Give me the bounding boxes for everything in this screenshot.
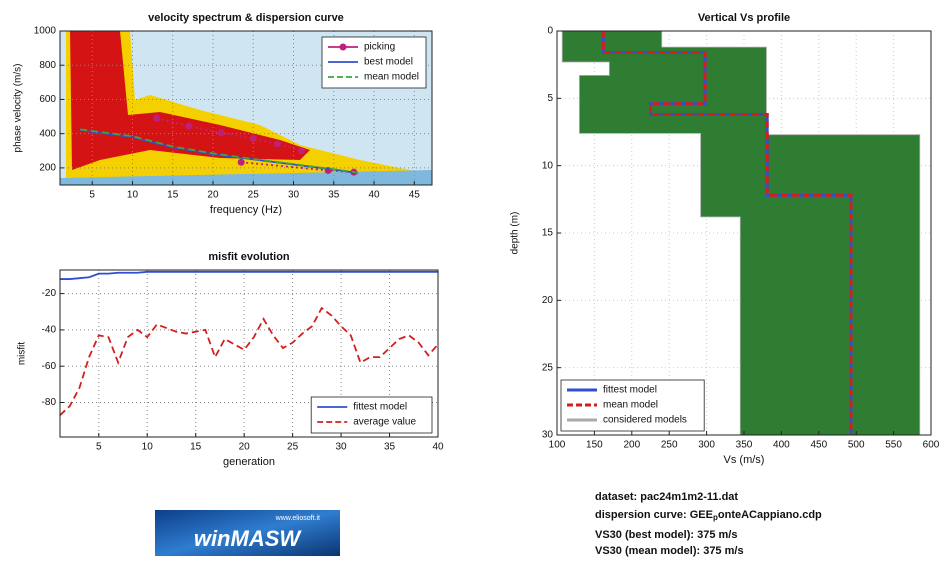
picking-point bbox=[185, 122, 193, 130]
x-tick-label: 550 bbox=[885, 440, 902, 451]
y-axis-label: depth (m) bbox=[510, 212, 521, 255]
picking-point bbox=[249, 135, 257, 143]
x-tick-label: 20 bbox=[207, 190, 219, 201]
y-tick-label: 1000 bbox=[34, 26, 57, 37]
legend-label: picking bbox=[364, 42, 395, 53]
series-line bbox=[59, 306, 439, 416]
x-tick-label: 15 bbox=[190, 442, 202, 453]
legend-label: mean model bbox=[364, 72, 419, 83]
y-tick-label: 0 bbox=[547, 26, 553, 37]
x-tick-label: 100 bbox=[549, 440, 566, 451]
y-tick-label: 10 bbox=[542, 160, 554, 171]
y-tick-label: 800 bbox=[39, 60, 56, 71]
x-tick-label: 30 bbox=[336, 442, 348, 453]
y-tick-label: 30 bbox=[542, 430, 554, 441]
x-tick-label: 35 bbox=[384, 442, 396, 453]
picking-point bbox=[298, 147, 306, 155]
y-tick-label: -20 bbox=[42, 288, 57, 299]
legend-label: fittest model bbox=[353, 402, 407, 413]
x-tick-label: 35 bbox=[328, 190, 340, 201]
picking-point bbox=[217, 129, 225, 137]
curve-prefix: dispersion curve: GEE bbox=[595, 509, 713, 521]
chart-title: Vertical Vs profile bbox=[698, 12, 790, 24]
x-tick-label: 200 bbox=[623, 440, 640, 451]
y-tick-label: 600 bbox=[39, 94, 56, 105]
x-tick-label: 10 bbox=[142, 442, 154, 453]
curve-info: dispersion curve: GEEponteACappiano.cdp bbox=[595, 509, 822, 522]
x-tick-label: 600 bbox=[923, 440, 940, 451]
x-axis-label: frequency (Hz) bbox=[210, 204, 282, 216]
vs30-best: VS30 (best model): 375 m/s bbox=[595, 529, 737, 541]
logo-name: winMASW bbox=[194, 526, 303, 551]
y-axis-label: misfit bbox=[17, 342, 28, 366]
x-tick-label: 25 bbox=[248, 190, 260, 201]
x-tick-label: 400 bbox=[773, 440, 790, 451]
x-tick-label: 40 bbox=[368, 190, 380, 201]
x-tick-label: 150 bbox=[586, 440, 603, 451]
legend-label: considered models bbox=[603, 415, 687, 426]
x-tick-label: 450 bbox=[810, 440, 827, 451]
logo-url: www.eliosoft.it bbox=[275, 515, 320, 522]
x-tick-label: 15 bbox=[167, 190, 179, 201]
y-tick-label: -80 bbox=[42, 397, 57, 408]
y-tick-label: 200 bbox=[39, 163, 56, 174]
considered-models bbox=[561, 30, 921, 436]
legend-box bbox=[310, 396, 433, 434]
x-tick-label: 10 bbox=[127, 190, 139, 201]
legend-label: fittest model bbox=[603, 385, 657, 396]
x-tick-label: 5 bbox=[89, 190, 95, 201]
plot-frame bbox=[59, 30, 433, 186]
x-tick-label: 45 bbox=[409, 190, 421, 201]
x-tick-label: 40 bbox=[432, 442, 444, 453]
legend-label: average value bbox=[353, 417, 416, 428]
series-line bbox=[60, 270, 438, 280]
x-tick-label: 5 bbox=[96, 442, 102, 453]
picking-point bbox=[273, 140, 281, 148]
x-axis-label: generation bbox=[223, 456, 275, 468]
x-tick-label: 25 bbox=[287, 442, 299, 453]
x-tick-label: 500 bbox=[848, 440, 865, 451]
x-tick-label: 250 bbox=[661, 440, 678, 451]
y-axis-label: phase velocity (m/s) bbox=[13, 64, 24, 153]
x-tick-label: 300 bbox=[698, 440, 715, 451]
y-tick-label: 25 bbox=[542, 362, 554, 373]
curve-sub: p bbox=[713, 513, 718, 522]
curve-suffix: onteACappiano.cdp bbox=[718, 509, 822, 521]
y-tick-label: -60 bbox=[42, 361, 57, 372]
picking-point bbox=[153, 114, 161, 122]
series-line bbox=[80, 128, 359, 174]
x-tick-label: 20 bbox=[239, 442, 251, 453]
picking-point bbox=[237, 158, 245, 166]
chart-title: misfit evolution bbox=[208, 251, 290, 263]
y-tick-label: -40 bbox=[42, 325, 57, 336]
vs30-mean: VS30 (mean model): 375 m/s bbox=[595, 545, 744, 557]
chart-title: velocity spectrum & dispersion curve bbox=[148, 12, 344, 24]
y-tick-label: 20 bbox=[542, 295, 554, 306]
y-tick-label: 15 bbox=[542, 228, 554, 239]
legend-marker bbox=[339, 43, 347, 51]
plot-frame bbox=[59, 269, 439, 438]
x-tick-label: 30 bbox=[288, 190, 300, 201]
x-axis-label: Vs (m/s) bbox=[724, 454, 765, 466]
series-line bbox=[601, 31, 853, 435]
legend-label: mean model bbox=[603, 400, 658, 411]
logo-box bbox=[155, 510, 340, 556]
y-tick-label: 5 bbox=[547, 93, 553, 104]
dataset-info: dataset: pac24m1m2-11.dat bbox=[595, 491, 738, 503]
legend-label: best model bbox=[364, 57, 413, 68]
y-tick-label: 400 bbox=[39, 128, 56, 139]
x-tick-label: 350 bbox=[736, 440, 753, 451]
